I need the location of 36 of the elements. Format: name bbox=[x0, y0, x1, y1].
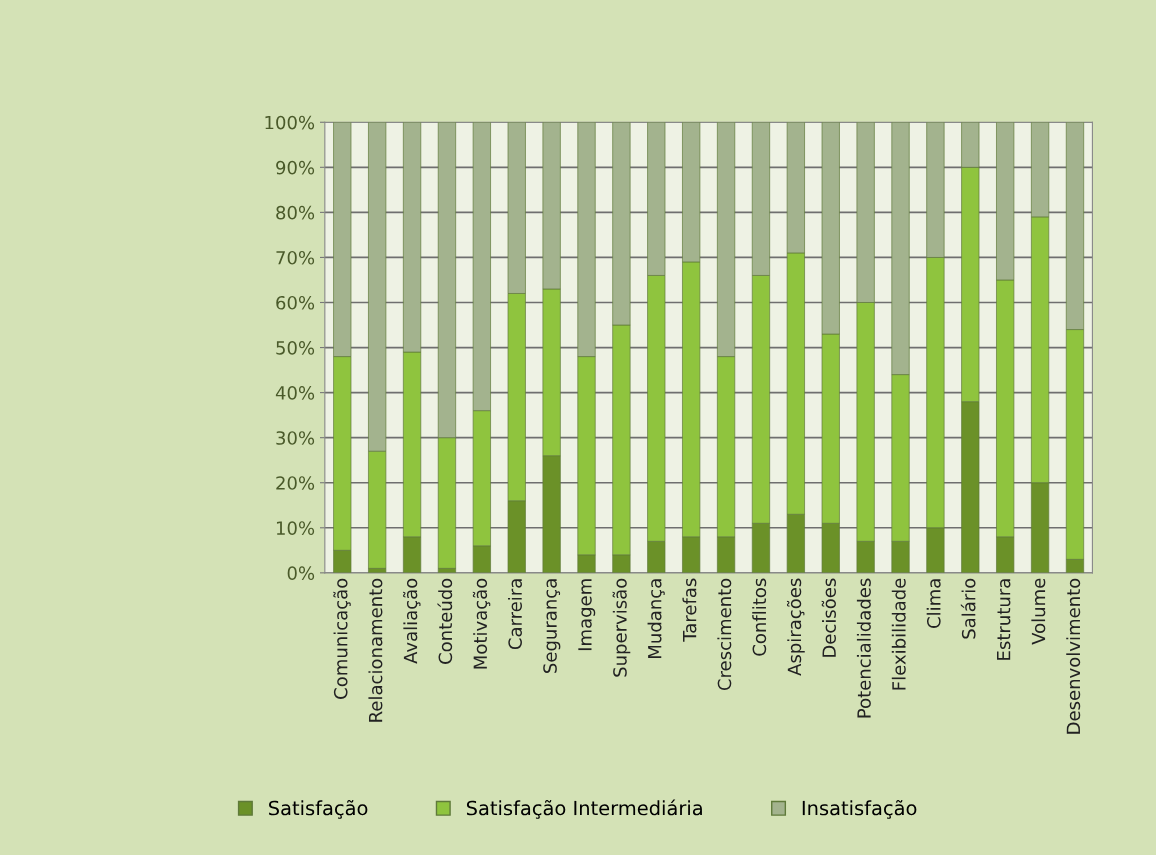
x-tick-label: Conflitos bbox=[752, 578, 767, 656]
legend-label: Satisfação bbox=[269, 799, 368, 819]
y-tick-label: 0% bbox=[287, 566, 315, 580]
x-tick-label: Estrutura bbox=[997, 579, 1011, 660]
x-tick-label: Desenvolvimento bbox=[1066, 578, 1081, 734]
x-tick-label: Supervisão bbox=[612, 578, 631, 677]
x-tick-label: Mudança bbox=[647, 579, 665, 658]
x-tick-label: Tarefas bbox=[682, 578, 697, 642]
x-tick-label: Potencialidades bbox=[856, 578, 871, 718]
y-tick-label: 60% bbox=[276, 295, 315, 310]
x-tick-label: Crescimento bbox=[717, 578, 732, 691]
y-tick-label: 50% bbox=[276, 341, 315, 355]
x-tick-label: Avaliação bbox=[403, 578, 421, 664]
x-tick-label: Decisões bbox=[821, 578, 836, 657]
x-tick-label: Aspirações bbox=[786, 578, 805, 676]
x-tick-label: Imagem bbox=[578, 579, 596, 651]
y-tick-label: 90% bbox=[276, 160, 315, 175]
x-tick-label: Clima bbox=[926, 579, 941, 628]
y-tick-label: 40% bbox=[275, 386, 315, 400]
y-tick-label: 30% bbox=[276, 431, 315, 445]
x-tick-label: Salário bbox=[960, 578, 976, 639]
x-tick-label: Volume bbox=[1031, 578, 1046, 645]
y-tick-label: 20% bbox=[276, 476, 315, 490]
y-tick-label: 80% bbox=[276, 205, 315, 220]
x-tick-label: Segurança bbox=[543, 579, 561, 673]
y-tick-label: 10% bbox=[276, 521, 315, 535]
x-tick-label: Carreira bbox=[507, 579, 522, 650]
x-tick-label: Comunicação bbox=[333, 578, 351, 699]
legend-label: Insatisfação bbox=[802, 799, 917, 819]
y-tick-label: 70% bbox=[276, 250, 315, 265]
legend-label: Satisfação Intermediária bbox=[466, 799, 702, 819]
x-tick-label: Relacionamento bbox=[368, 578, 383, 722]
y-tick-label: 100% bbox=[265, 115, 315, 130]
x-tick-label: Flexibilidade bbox=[891, 578, 906, 690]
x-tick-label: Motivação bbox=[472, 578, 491, 669]
x-tick-label: Conteúdo bbox=[437, 578, 453, 664]
